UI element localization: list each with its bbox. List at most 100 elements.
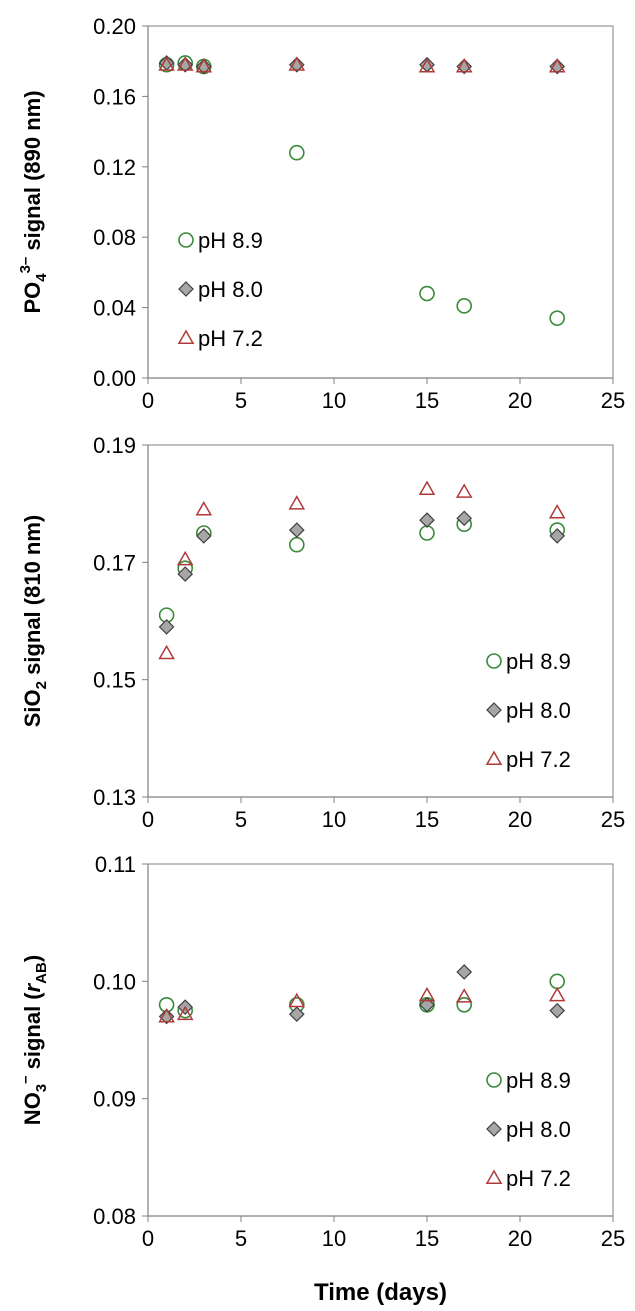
panel-3-x-tick-label: 0 — [142, 1226, 154, 1251]
panel-2-diamond-point — [158, 619, 175, 635]
panel-3-y-tick-label: 0.08 — [93, 1204, 136, 1229]
panel-1-triangle-point — [418, 57, 436, 73]
panel-2-y-tick-label: 0.19 — [93, 433, 136, 458]
panel-3-ylabel-italic: r — [20, 982, 45, 992]
panel-3-x-tick-label: 20 — [508, 1226, 532, 1251]
panel-3-legend-circle-icon — [486, 1072, 502, 1088]
panel-1-diamond-point — [549, 58, 566, 75]
panel-1-y-tick-label: 0.08 — [93, 225, 136, 250]
panel-2-y-tick-label: 0.15 — [93, 668, 136, 693]
panel-1-legend-label: pH 7.2 — [198, 326, 263, 351]
panel-3-y-tick-label: 0.11 — [95, 852, 136, 877]
panel-1-diamond-point — [288, 56, 305, 73]
panel-3-triangle-point — [548, 986, 566, 1002]
panel-3-legend-label: pH 7.2 — [506, 1166, 571, 1191]
panel-2-y-tick-label: 0.17 — [93, 550, 136, 575]
panel-3-legend-label: pH 8.0 — [506, 1117, 571, 1142]
panel-2-legend-circle-icon — [486, 653, 502, 669]
panel-3-x-tick-label: 10 — [322, 1226, 346, 1251]
panel-3-diamond-point — [549, 1002, 566, 1019]
panel-3-y-tick-label: 0.10 — [93, 969, 136, 994]
panel-3-triangle-point — [455, 988, 473, 1003]
panel-2-x-tick-label: 25 — [601, 807, 625, 832]
panel-2-diamond-point — [419, 512, 435, 528]
panel-3-ylabel-sub: 3 — [33, 1084, 50, 1092]
panel-2-diamond-point — [177, 566, 194, 582]
panel-1-x-tick-label: 20 — [508, 388, 532, 413]
panel-3-triangle-point — [176, 1005, 194, 1021]
panel-3-ylabel-sup: – — [17, 1076, 34, 1084]
panel-3-triangle-point — [288, 992, 306, 1008]
panel-1-legend-diamond-icon — [178, 281, 194, 297]
panel-3-x-tick-label: 5 — [235, 1226, 247, 1251]
panel-3-ylabel-base: NO — [20, 1092, 45, 1125]
panel-2-ylabel-base: SiO — [20, 689, 45, 727]
panel-2-diamond-point — [195, 528, 212, 544]
panel-1-circle-point — [419, 285, 435, 302]
panel-2-diamond-point — [549, 528, 566, 544]
panel-1-y-tick-label: 0.16 — [93, 84, 136, 109]
panel-1-diamond-point — [456, 58, 473, 75]
panel-2-triangle-point — [176, 550, 194, 566]
panel-1-legend-triangle-icon — [177, 329, 195, 344]
panel-1-triangle-point — [158, 56, 175, 71]
panel-1-y-tick-label: 0.00 — [93, 366, 136, 391]
panel-1-ylabel-sup: 3– — [17, 257, 34, 274]
panel-3-ylabel-rest: signal ( — [20, 992, 45, 1076]
panel-3-y-tick-label: 0.09 — [93, 1087, 136, 1112]
panel-3-ylabel-close: ) — [20, 955, 45, 962]
panel-2-ylabel-rest: signal (810 nm) — [20, 515, 45, 681]
panel-2-circle-point — [419, 525, 435, 541]
panel-3-triangle-point — [418, 986, 436, 1002]
panel-2-triangle-point — [158, 644, 175, 660]
panel-1-y-axis-label: PO43– signal (890 nm) — [17, 90, 50, 313]
panel-2-y-tick-label: 0.13 — [93, 785, 136, 810]
panel-2-ylabel-sub: 2 — [33, 681, 50, 689]
panel-3-plot-frame — [147, 863, 614, 1217]
panel-1-triangle-point — [195, 57, 213, 73]
panel-2-circle-point — [288, 536, 305, 553]
panel-2-legend-triangle-icon — [485, 750, 503, 765]
panel-1-circle-point — [549, 310, 566, 326]
panel-1-y-tick-label: 0.04 — [93, 296, 136, 321]
panel-1-triangle-point — [455, 57, 473, 73]
panel-1-x-tick-label: 10 — [322, 388, 346, 413]
panel-3-ylabel-italic-sub: AB — [33, 962, 50, 984]
panel-2-legend-diamond-icon — [486, 702, 502, 718]
panel-2-triangle-point — [195, 501, 213, 516]
panel-2-x-tick-label: 10 — [322, 807, 346, 832]
panel-1-x-tick-label: 5 — [235, 388, 247, 413]
panel-3-y-axis-label: NO3– signal (rAB) — [17, 955, 50, 1125]
panel-2-triangle-point — [288, 495, 306, 510]
panel-2-y-axis-label: SiO2 signal (810 nm) — [20, 515, 50, 728]
panel-3-diamond-point — [288, 1006, 305, 1023]
panel-3-circle-point — [456, 996, 473, 1013]
panel-3-legend-label: pH 8.9 — [506, 1068, 571, 1093]
panel-2-legend-label: pH 8.0 — [506, 698, 571, 723]
panel-2-diamond-point — [288, 522, 305, 538]
panel-1-y-tick-label: 0.20 — [93, 14, 136, 39]
panel-2-legend-label: pH 7.2 — [506, 747, 571, 772]
panel-2-triangle-point — [418, 480, 436, 495]
panel-2-diamond-point — [456, 510, 473, 527]
x-axis-title: Time (days) — [314, 1279, 447, 1306]
panel-1-ylabel-rest: signal (890 nm) — [20, 90, 45, 256]
panel-1-legend-circle-icon — [178, 232, 194, 248]
panel-3-diamond-point — [456, 964, 473, 980]
panel-1-legend-label: pH 8.0 — [198, 277, 263, 302]
panel-2-x-tick-label: 15 — [415, 807, 439, 832]
panel-3-legend-triangle-icon — [485, 1169, 503, 1184]
panel-1-x-tick-label: 25 — [601, 388, 625, 413]
panel-1-y-tick-label: 0.12 — [93, 155, 136, 180]
panel-1-diamond-point — [195, 58, 212, 75]
panel-2-legend-label: pH 8.9 — [506, 649, 571, 674]
panel-1-triangle-point — [176, 56, 194, 71]
panel-2-triangle-point — [455, 483, 473, 498]
panel-1-triangle-point — [548, 57, 566, 73]
panel-2-plot-frame — [147, 444, 614, 798]
panel-1-triangle-point — [288, 56, 306, 71]
panel-3-x-tick-label: 25 — [601, 1226, 625, 1251]
panel-3-circle-point — [549, 973, 566, 990]
panel-1-circle-point — [456, 298, 473, 314]
